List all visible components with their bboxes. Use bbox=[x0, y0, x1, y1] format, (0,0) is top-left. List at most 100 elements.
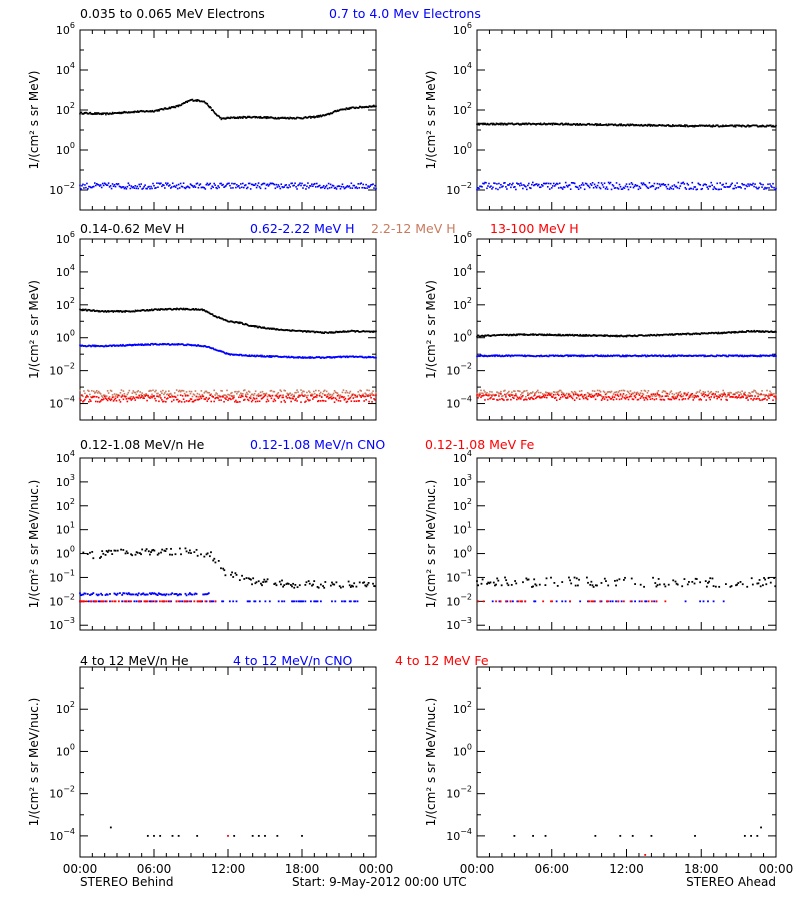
data-point bbox=[318, 395, 321, 397]
data-point bbox=[540, 183, 543, 186]
data-point bbox=[80, 600, 83, 603]
data-point bbox=[180, 185, 183, 188]
data-point bbox=[89, 185, 91, 188]
data-point bbox=[178, 389, 181, 392]
data-point bbox=[280, 390, 283, 393]
data-point bbox=[123, 592, 126, 595]
data-point bbox=[209, 394, 212, 397]
data-point bbox=[674, 396, 677, 398]
data-point bbox=[375, 394, 377, 397]
data-point bbox=[187, 394, 190, 397]
data-point bbox=[305, 400, 307, 403]
data-point bbox=[604, 187, 607, 190]
data-point bbox=[771, 125, 774, 128]
data-point bbox=[195, 99, 197, 101]
data-point bbox=[558, 334, 561, 337]
data-point bbox=[123, 310, 126, 312]
data-point bbox=[771, 186, 773, 189]
data-point bbox=[533, 395, 535, 397]
data-point bbox=[575, 397, 578, 399]
data-point bbox=[232, 576, 235, 578]
data-point bbox=[162, 108, 165, 111]
data-point bbox=[580, 389, 583, 392]
data-point bbox=[242, 399, 245, 401]
data-point bbox=[497, 391, 499, 394]
data-point bbox=[740, 393, 742, 395]
panel-row-2: 0.12-1.08 MeV/n He 0.12-1.08 MeV/n CNO 0.1… bbox=[27, 437, 777, 632]
data-point bbox=[649, 125, 652, 127]
data-point bbox=[367, 393, 369, 396]
data-point bbox=[580, 355, 582, 358]
data-point bbox=[113, 344, 115, 346]
data-point bbox=[237, 321, 240, 324]
data-point bbox=[582, 184, 585, 186]
data-point bbox=[214, 394, 216, 396]
data-point bbox=[131, 593, 134, 596]
data-point bbox=[680, 395, 683, 398]
data-point bbox=[753, 185, 755, 188]
data-point bbox=[121, 186, 124, 188]
data-point bbox=[741, 390, 743, 393]
data-point bbox=[111, 553, 114, 555]
data-point bbox=[120, 112, 123, 115]
data-point bbox=[293, 395, 295, 398]
data-point bbox=[544, 182, 547, 185]
data-point bbox=[734, 125, 737, 128]
data-point bbox=[668, 398, 671, 401]
data-point bbox=[117, 183, 120, 185]
data-point bbox=[168, 390, 170, 392]
data-point bbox=[205, 390, 208, 393]
data-point bbox=[543, 182, 546, 185]
data-point bbox=[94, 400, 97, 403]
data-point bbox=[559, 396, 562, 399]
data-point bbox=[104, 397, 107, 400]
data-point bbox=[696, 395, 699, 397]
data-point bbox=[304, 330, 307, 332]
data-point bbox=[740, 355, 743, 358]
data-point bbox=[85, 186, 87, 189]
data-point bbox=[276, 395, 279, 398]
data-point bbox=[132, 593, 135, 596]
data-point bbox=[248, 600, 251, 603]
data-point bbox=[281, 600, 283, 603]
data-point bbox=[207, 391, 210, 394]
data-point bbox=[176, 104, 179, 107]
data-point bbox=[571, 182, 574, 184]
data-point bbox=[557, 333, 560, 336]
data-point bbox=[196, 100, 198, 102]
data-point bbox=[728, 186, 730, 188]
data-point bbox=[177, 401, 180, 403]
data-point bbox=[95, 600, 98, 603]
data-point bbox=[165, 182, 167, 184]
data-point bbox=[668, 393, 671, 395]
data-point bbox=[93, 395, 95, 398]
data-point bbox=[220, 182, 222, 185]
data-point bbox=[230, 187, 232, 189]
data-point bbox=[360, 390, 362, 392]
data-point bbox=[535, 183, 537, 186]
data-point bbox=[548, 392, 551, 394]
data-point bbox=[341, 183, 344, 186]
data-point bbox=[292, 397, 294, 400]
data-point bbox=[500, 183, 502, 186]
data-point bbox=[277, 600, 280, 603]
data-point bbox=[517, 390, 519, 392]
data-point bbox=[248, 115, 251, 118]
data-point bbox=[554, 393, 557, 396]
data-point bbox=[712, 393, 715, 395]
data-point bbox=[212, 600, 215, 603]
data-point bbox=[225, 398, 227, 400]
data-point bbox=[291, 182, 293, 185]
data-point bbox=[314, 392, 316, 395]
data-point bbox=[154, 397, 156, 400]
data-point bbox=[532, 333, 534, 335]
data-point bbox=[129, 396, 132, 398]
data-point bbox=[185, 186, 188, 188]
data-point bbox=[750, 183, 752, 186]
data-point bbox=[512, 182, 514, 185]
data-point bbox=[594, 185, 597, 188]
data-point bbox=[507, 184, 509, 186]
data-point bbox=[192, 186, 195, 188]
data-point bbox=[529, 186, 531, 189]
data-point bbox=[206, 552, 209, 555]
